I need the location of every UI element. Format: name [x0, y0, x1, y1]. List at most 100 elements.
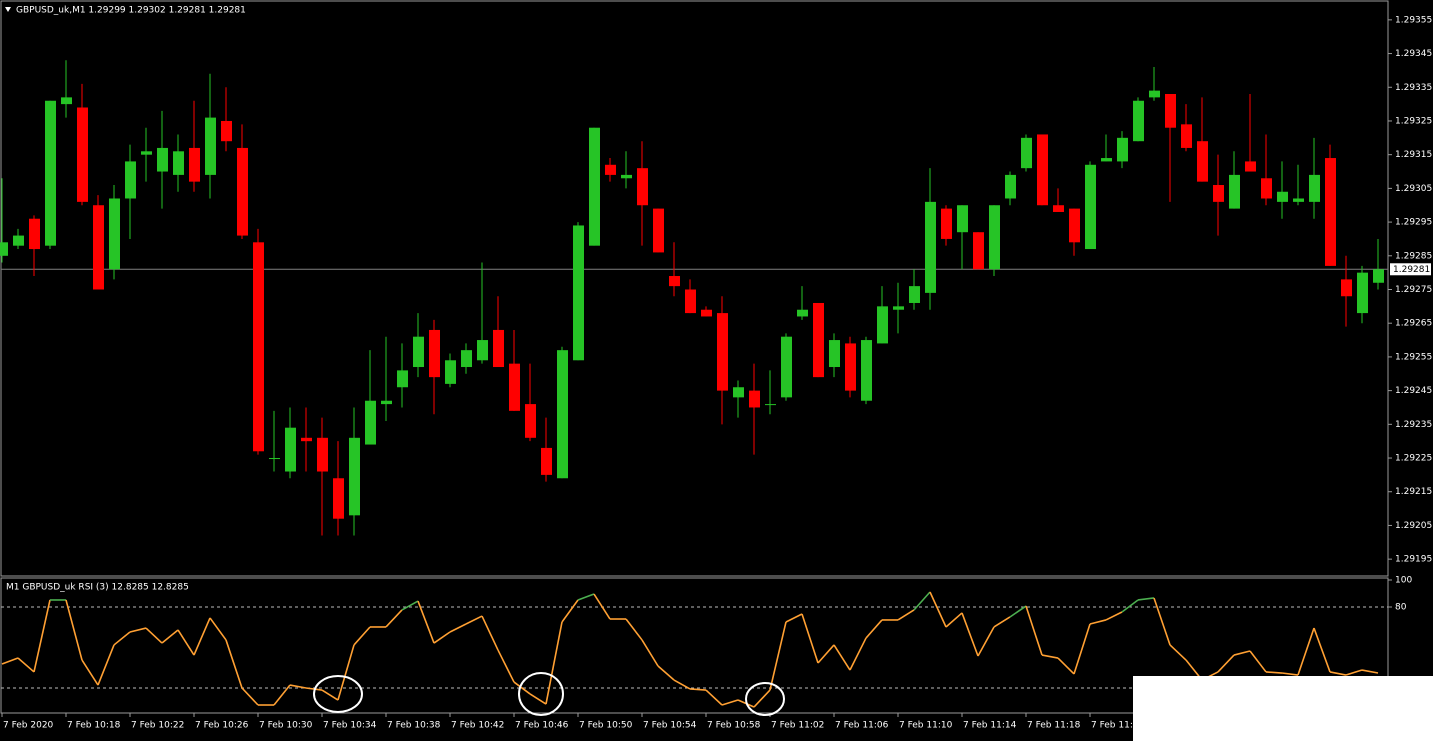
candle-body [925, 201, 936, 293]
time-tick-label: 7 Feb 10:54 [643, 721, 697, 731]
rsi-segment [1073, 623, 1091, 675]
candle-body [637, 168, 648, 206]
candle-body [221, 120, 232, 142]
rsi-segment [993, 616, 1011, 628]
rsi-segment [801, 613, 819, 664]
candle-body [173, 151, 184, 175]
rsi-segment [417, 600, 435, 644]
collapse-arrow[interactable] [5, 7, 11, 12]
candle-body [349, 437, 360, 516]
rsi-segment [225, 639, 243, 689]
candle-body [749, 390, 760, 408]
rsi-segment [929, 591, 947, 628]
candle-body [1261, 178, 1272, 199]
rsi-segment [1089, 619, 1107, 625]
candle-body [109, 198, 120, 270]
candle-body [1293, 198, 1304, 202]
rsi-segment [593, 593, 611, 620]
candle-body [1325, 158, 1336, 266]
candle-body [1037, 134, 1048, 206]
price-tick-label: 1.29255 [1395, 352, 1432, 362]
candle-body [1117, 137, 1128, 162]
candle-body [781, 336, 792, 398]
price-tick-label: 1.29245 [1395, 386, 1432, 396]
candle-body [893, 306, 904, 310]
candle-body [141, 151, 152, 155]
time-tick-label: 7 Feb 10:22 [131, 721, 184, 731]
rsi-segment [81, 659, 99, 686]
candle-body [669, 276, 680, 287]
candle-body [125, 161, 136, 199]
rsi-segment [145, 627, 163, 644]
rsi-segment [1009, 605, 1027, 618]
highlight-circle [745, 682, 785, 716]
candle-body [413, 336, 424, 368]
current-price-label: 1.29281 [1393, 265, 1430, 275]
candle-body [1021, 137, 1032, 169]
rsi-segment [17, 657, 35, 673]
rsi-segment [449, 623, 467, 633]
candle-body [941, 208, 952, 239]
candle-body [381, 400, 392, 405]
rsi-segment [401, 600, 419, 611]
time-tick-label: 7 Feb 11:2 [1091, 721, 1139, 731]
plot-layer: 1.29355 1.29345 1.29335 1.29325 1.29315 1.293… [0, 15, 1432, 731]
rsi-segment [561, 599, 579, 623]
time-tick-label: 7 Feb 11:10 [899, 721, 953, 731]
candle-body [461, 350, 472, 368]
candle-body [317, 437, 328, 472]
rsi-segment [817, 644, 835, 664]
rsi-segment [977, 626, 995, 657]
rsi-segment [1169, 644, 1187, 661]
rsi-segment [1105, 611, 1123, 621]
candle-body [1197, 141, 1208, 182]
rsi-segment [241, 687, 259, 706]
price-tick-label: 1.29235 [1395, 420, 1432, 430]
rsi-segment [161, 629, 179, 644]
candle-body [45, 100, 56, 246]
rsi-tick-label: 100 [1395, 576, 1412, 586]
rsi-segment [497, 649, 515, 683]
time-tick-label: 7 Feb 10:18 [67, 721, 121, 731]
rsi-segment [273, 684, 291, 706]
candle-body [1053, 205, 1064, 212]
candle-body [269, 458, 280, 460]
time-tick-label: 7 Feb 10:46 [515, 721, 569, 731]
candle-body [61, 97, 72, 105]
rsi-segment [1361, 669, 1379, 674]
rsi-segment [753, 689, 771, 708]
price-tick-label: 1.29335 [1395, 83, 1432, 93]
candle-body [589, 127, 600, 246]
candle-body [525, 404, 536, 438]
candle-body [605, 164, 616, 175]
price-tick-label: 1.29205 [1395, 521, 1432, 531]
price-tick-label: 1.29275 [1395, 285, 1432, 295]
time-tick-label: 7 Feb 10:42 [451, 721, 504, 731]
candle-body [365, 400, 376, 445]
candle-body [29, 218, 40, 250]
price-tick-label: 1.29355 [1395, 15, 1432, 25]
candle-body [157, 147, 168, 172]
rsi-segment [705, 689, 723, 706]
rsi-segment [1137, 597, 1155, 601]
rsi-segment [289, 684, 307, 689]
candle-body [1213, 185, 1224, 202]
rsi-segment [769, 621, 787, 691]
rsi-header: M1 GBPUSD_uk RSI (3) 12.8285 12.8285 [6, 583, 189, 593]
price-panel [0, 0, 1389, 577]
candle-body [685, 289, 696, 314]
highlight-circle [313, 675, 363, 713]
rsi-segment [1057, 657, 1075, 675]
rsi-segment [641, 639, 659, 667]
rsi-segment [897, 609, 915, 621]
rsi-segment [481, 615, 499, 651]
candle-body [797, 309, 808, 317]
rsi-segment [721, 699, 739, 706]
candle-body [653, 208, 664, 253]
candle-body [493, 329, 504, 368]
candle-body [861, 340, 872, 401]
price-tick-label: 1.29285 [1395, 251, 1432, 261]
candle-body [1277, 191, 1288, 202]
rsi-segment [1153, 597, 1171, 646]
